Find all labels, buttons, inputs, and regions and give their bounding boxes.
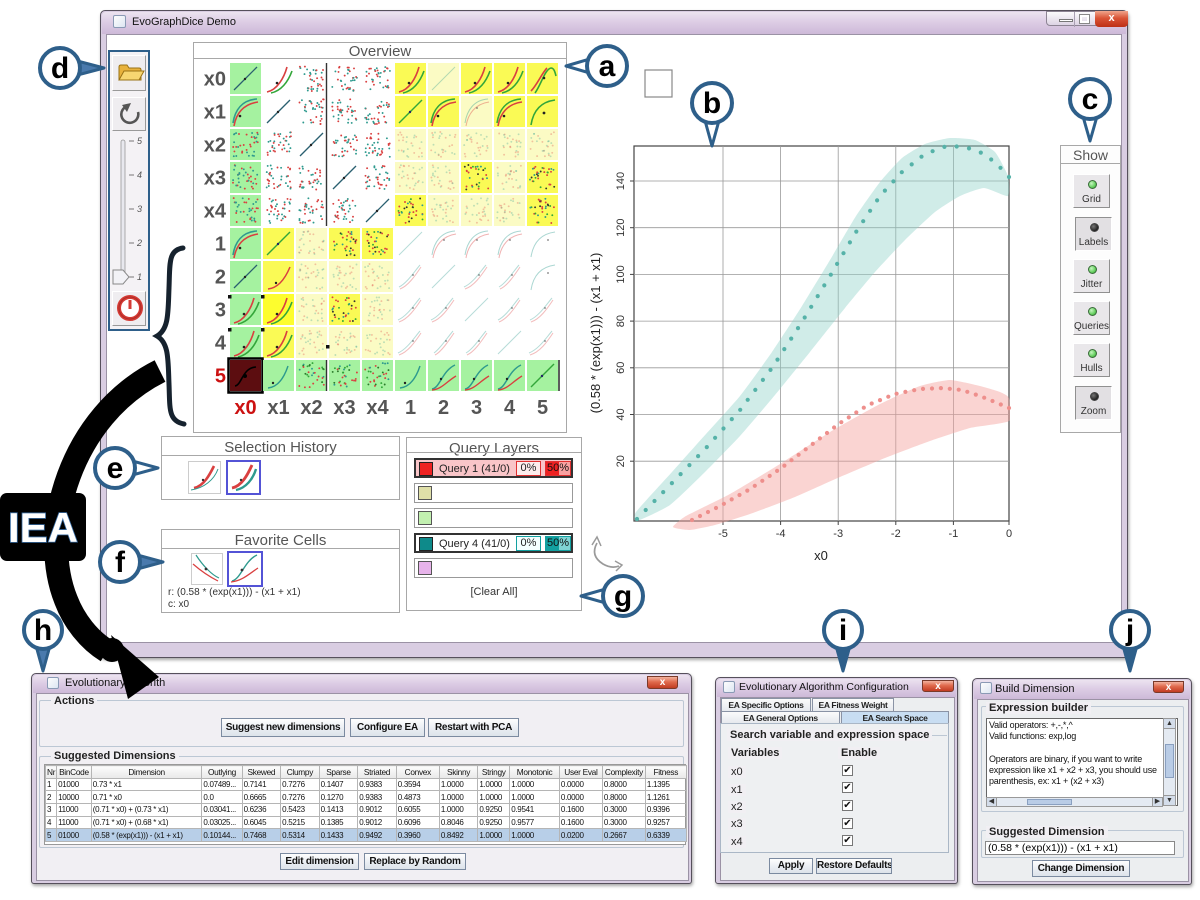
svg-text:h: h [34,614,52,647]
svg-text:d: d [51,52,69,85]
svg-text:IEA: IEA [8,504,78,551]
